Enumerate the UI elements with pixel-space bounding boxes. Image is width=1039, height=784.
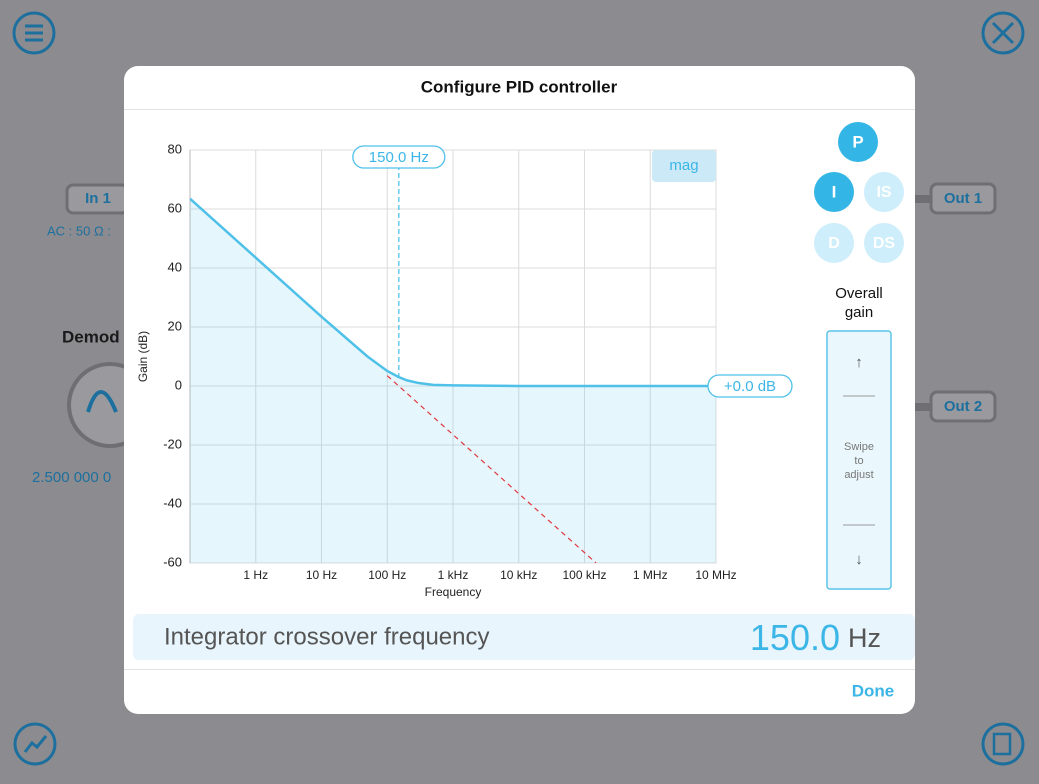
gain-curve bbox=[190, 197, 716, 388]
dialog-title: Configure PID controller bbox=[421, 77, 618, 96]
button-d[interactable] bbox=[814, 223, 854, 263]
in1-sub: AC : 50 Ω : bbox=[47, 223, 111, 238]
out1-label: Out 1 bbox=[944, 190, 982, 207]
parameter-label: Integrator crossover frequency bbox=[164, 623, 490, 650]
done-button[interactable]: Done bbox=[852, 681, 895, 700]
chart-icon-line bbox=[23, 735, 48, 753]
y-tick-label: 20 bbox=[168, 318, 182, 333]
x-tick-label: 10 kHz bbox=[500, 568, 537, 582]
overall-gain-label: gain bbox=[845, 304, 873, 321]
crossover-label: 150.0 Hz bbox=[369, 149, 429, 166]
y-tick-label: 80 bbox=[168, 141, 182, 156]
parameter-value: 150.0 Hz bbox=[750, 617, 881, 658]
x-tick-label: 1 kHz bbox=[438, 568, 469, 582]
button-i[interactable] bbox=[814, 172, 854, 212]
overall-gain-label: Overall bbox=[835, 285, 883, 302]
out2-wire bbox=[915, 403, 933, 411]
gain-hint: adjust bbox=[844, 469, 873, 481]
tools-icon[interactable] bbox=[981, 11, 1025, 55]
button-is[interactable] bbox=[864, 172, 904, 212]
y-tick-label: -40 bbox=[163, 495, 182, 510]
x-tick-label: 100 kHz bbox=[562, 568, 606, 582]
notes-icon-page bbox=[992, 732, 1012, 756]
parameter-bar[interactable] bbox=[133, 614, 915, 660]
demod-wave bbox=[86, 390, 118, 413]
parameter-unit: Hz bbox=[848, 623, 881, 653]
x-tick-label: 100 Hz bbox=[368, 568, 406, 582]
button-i-label: I bbox=[832, 182, 837, 201]
out2-label: Out 2 bbox=[944, 398, 982, 415]
button-is-label: IS bbox=[876, 184, 891, 201]
y-tick-label: 40 bbox=[168, 259, 182, 274]
demod-label: Demod bbox=[62, 327, 120, 346]
demod-freq: 2.500 000 0 bbox=[32, 469, 111, 486]
y-tick-label: -60 bbox=[163, 554, 182, 569]
x-tick-label: 10 Hz bbox=[306, 568, 337, 582]
button-ds[interactable] bbox=[864, 223, 904, 263]
gain-pill bbox=[707, 374, 793, 398]
x-axis-label: Frequency bbox=[425, 585, 482, 599]
tools-lines bbox=[991, 21, 1015, 45]
mag-tab-label: mag bbox=[669, 157, 698, 174]
out1-box[interactable] bbox=[929, 182, 997, 215]
in1-label: In 1 bbox=[85, 190, 111, 207]
button-p[interactable] bbox=[838, 122, 878, 162]
x-tick-label: 1 Hz bbox=[243, 568, 268, 582]
gain-label: +0.0 dB bbox=[724, 378, 776, 395]
mode-buttons: P I IS D DS bbox=[814, 122, 904, 263]
y-tick-label: 0 bbox=[175, 377, 182, 392]
crossover-pill bbox=[352, 145, 446, 169]
y-tick-label: -20 bbox=[163, 436, 182, 451]
asymptote bbox=[386, 375, 597, 563]
gain-down: ↓ bbox=[855, 551, 863, 568]
button-p-label: P bbox=[852, 132, 863, 151]
area bbox=[190, 198, 716, 563]
notes-icon[interactable] bbox=[981, 722, 1025, 766]
y-tick-label: 60 bbox=[168, 200, 182, 215]
gain-hint: to bbox=[854, 455, 863, 467]
gain-up: ↑ bbox=[855, 354, 863, 371]
out2-box[interactable] bbox=[929, 390, 997, 423]
menu-lines bbox=[25, 24, 43, 42]
x-tick-label: 10 MHz bbox=[695, 568, 736, 582]
chart-icon[interactable] bbox=[13, 722, 57, 766]
button-d-label: D bbox=[828, 235, 840, 252]
parameter-number: 150.0 bbox=[750, 617, 840, 658]
mag-tab bbox=[652, 150, 716, 182]
y-axis-label: Gain (dB) bbox=[136, 331, 150, 382]
menu-icon[interactable] bbox=[12, 11, 56, 55]
gain-hint: Swipe bbox=[844, 441, 874, 453]
x-tick-label: 1 MHz bbox=[633, 568, 668, 582]
out1-wire bbox=[915, 195, 933, 203]
plot: 1 Hz 10 Hz 100 Hz 1 kHz 10 kHz 100 kHz 1 MHz 10… bbox=[136, 141, 793, 599]
button-ds-label: DS bbox=[873, 235, 896, 252]
